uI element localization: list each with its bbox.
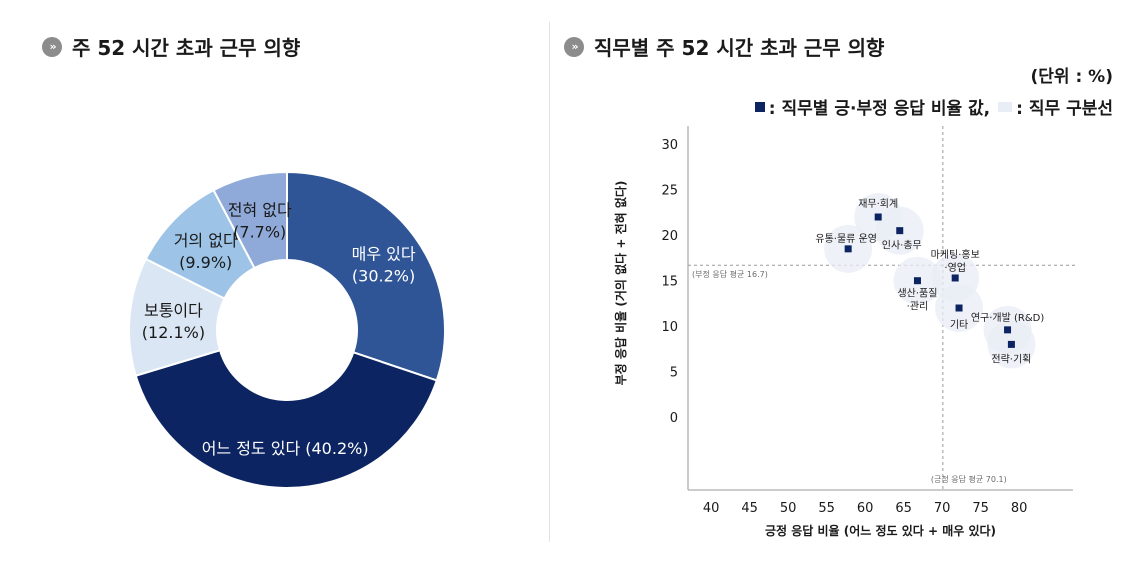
y-tick-label: 10: [661, 320, 678, 335]
scatter-point: [955, 304, 963, 312]
point-label: 기타: [950, 319, 968, 331]
x-tick-label: 80: [1011, 501, 1028, 516]
point-label: ·영업: [944, 261, 966, 274]
scatter-point: [844, 245, 852, 253]
scatter-point: [1004, 326, 1012, 334]
point-label: 전략·기획: [991, 353, 1031, 365]
slice-label: 거의 없다: [174, 231, 238, 250]
point-label: 인사·총무: [882, 240, 922, 252]
point-label: 연구·개발 (R&D): [971, 312, 1045, 324]
panel-divider: [549, 22, 550, 542]
donut-chart-title: 주 52 시간 초과 근무 의향: [72, 36, 301, 60]
y-axis-title: 부정 응답 비율 (거의 없다 + 전혀 없다): [613, 181, 628, 386]
reference-label-y: (부정 응답 평균 16.7): [692, 269, 768, 279]
x-tick-label: 55: [818, 501, 835, 516]
scatter-chart: (부정 응답 평균 16.7)(긍정 응답 평균 70.1)40 45 50 55 60…: [613, 126, 1077, 538]
x-tick-label: 45: [741, 501, 758, 516]
slice-label: 매우 있다: [352, 244, 416, 263]
point-label: 마케팅·홍보: [931, 248, 980, 261]
x-tick-label: 65: [895, 501, 912, 516]
donut-slice: [212, 170, 288, 270]
donut-slice: [134, 349, 439, 489]
y-tick-label: 30: [661, 138, 678, 153]
scatter-point: [951, 274, 959, 282]
scatter-point: [874, 213, 882, 221]
point-label: 유통·물류 운영: [815, 233, 877, 245]
right-title-row: » 직무별 주 52 시간 초과 근무 의향: [564, 32, 884, 61]
x-axis-title: 긍정 응답 비율 (어느 정도 있다 + 매우 있다): [765, 523, 996, 538]
slice-value: (12.1%): [142, 323, 205, 342]
slice-label: 전혀 없다: [228, 200, 292, 219]
chart-legend: : 직무별 긍·부정 응답 비율 값, : 직무 구분선: [754, 94, 1113, 119]
legend-line-swatch: [998, 101, 1013, 112]
x-tick-label: 50: [780, 501, 797, 516]
scatter-point: [1007, 340, 1015, 348]
y-tick-label: 25: [661, 184, 678, 199]
point-label: ·관리: [907, 301, 929, 313]
legend-points-label: : 직무별 긍·부정 응답 비율 값,: [768, 99, 991, 119]
scatter-chart-title: 직무별 주 52 시간 초과 근무 의향: [594, 36, 885, 60]
scatter-point: [896, 227, 904, 235]
reference-label-x: (긍정 응답 평균 70.1): [931, 474, 1007, 484]
point-label: 생산·품질: [897, 288, 937, 300]
double-chevron-right-icon: »: [42, 36, 62, 57]
y-tick-label: 5: [670, 366, 678, 381]
y-tick-label: 0: [670, 411, 678, 426]
x-tick-label: 40: [703, 501, 720, 516]
y-tick-label: 20: [661, 229, 678, 244]
x-tick-label: 70: [934, 501, 951, 516]
legend-point-swatch: [754, 101, 765, 112]
double-chevron-right-icon: »: [564, 36, 584, 57]
y-tick-label: 15: [661, 275, 678, 290]
donut-slice: [286, 170, 446, 382]
slice-value: (9.9%): [179, 253, 232, 272]
slice-value: (30.2%): [352, 266, 415, 285]
scatter-point: [913, 277, 921, 285]
left-title-row: » 주 52 시간 초과 근무 의향: [42, 32, 300, 61]
donut-chart: 매우 있다 (30.2%) 어느 정도 있다 (40.2%) 보통이다 (12.1%) 거…: [128, 170, 446, 489]
slice-value: (7.7%): [233, 222, 286, 241]
legend-lines-label: : 직무 구분선: [1016, 99, 1113, 119]
point-label: 재무·회계: [858, 198, 898, 210]
slice-label: 어느 정도 있다 (40.2%): [202, 439, 369, 458]
left-panel: » 주 52 시간 초과 근무 의향 매우 있다 (30.2%) 어느 정도 있다 …: [0, 0, 548, 568]
x-tick-label: 60: [857, 501, 874, 516]
x-tick-label: 75: [972, 501, 989, 516]
slice-label: 보통이다: [144, 301, 203, 320]
unit-label: (단위 : %): [1030, 67, 1114, 87]
right-panel: » 직무별 주 52 시간 초과 근무 의향 (단위 : %) : 직무별 긍·…: [552, 0, 1135, 568]
